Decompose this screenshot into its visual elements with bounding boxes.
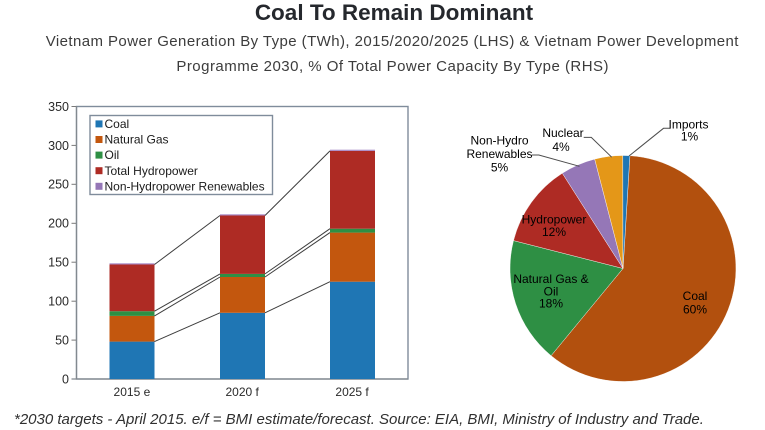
svg-text:0: 0 <box>62 372 69 386</box>
svg-text:Total Hydropower: Total Hydropower <box>105 164 198 178</box>
svg-text:Non-Hydropower Renewables: Non-Hydropower Renewables <box>105 179 265 193</box>
svg-text:Oil: Oil <box>105 148 120 162</box>
svg-text:2020 f: 2020 f <box>226 385 260 399</box>
svg-text:Hydropower: Hydropower <box>522 213 587 227</box>
svg-text:2015 e: 2015 e <box>114 385 151 399</box>
svg-text:Nuclear: Nuclear <box>542 126 583 140</box>
svg-text:Coal: Coal <box>683 289 708 303</box>
svg-text:Natural Gas &: Natural Gas & <box>513 272 588 286</box>
svg-text:Renewables: Renewables <box>466 147 532 161</box>
svg-text:12%: 12% <box>542 225 566 239</box>
svg-text:Coal: Coal <box>105 117 130 131</box>
svg-text:2025 f: 2025 f <box>335 385 369 399</box>
svg-text:250: 250 <box>48 178 69 192</box>
svg-text:18%: 18% <box>539 297 563 311</box>
svg-text:4%: 4% <box>552 140 570 154</box>
svg-text:1%: 1% <box>681 130 699 144</box>
svg-text:100: 100 <box>48 295 69 309</box>
svg-text:300: 300 <box>48 139 69 153</box>
svg-text:50: 50 <box>55 334 69 348</box>
svg-text:Imports: Imports <box>668 118 708 132</box>
svg-text:60%: 60% <box>683 303 707 317</box>
svg-text:150: 150 <box>48 256 69 270</box>
svg-text:5%: 5% <box>491 160 509 174</box>
svg-text:200: 200 <box>48 217 69 231</box>
svg-text:Oil: Oil <box>544 284 559 298</box>
svg-text:Non-Hydro: Non-Hydro <box>470 134 528 148</box>
svg-text:350: 350 <box>48 100 69 114</box>
svg-text:Natural Gas: Natural Gas <box>105 133 169 147</box>
